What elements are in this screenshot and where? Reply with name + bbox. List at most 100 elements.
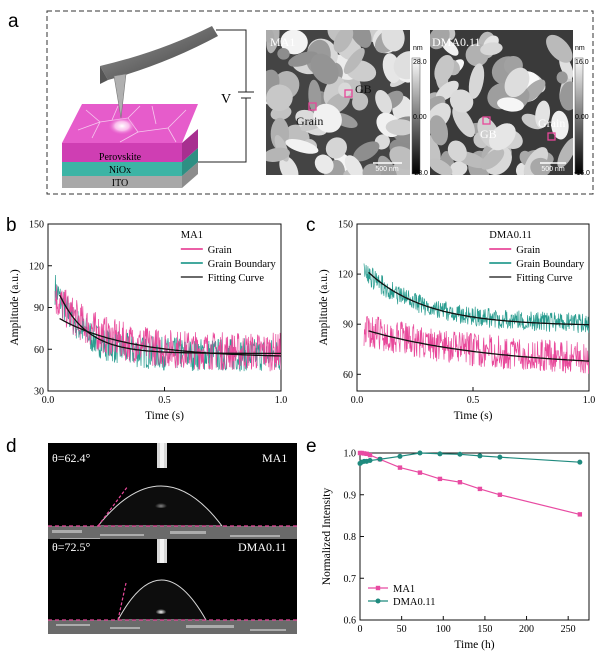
y-tick-label: 60	[34, 345, 44, 356]
y-tick-label: 0.7	[344, 574, 357, 585]
afm-dma-cb-min: -16.0	[574, 170, 590, 177]
afm-grain	[430, 115, 449, 146]
afm-grain	[430, 158, 453, 175]
afm-grain	[348, 30, 372, 48]
afm-ma1-cb-mid: 0.00	[413, 114, 427, 121]
panel-label-c: c	[306, 215, 316, 236]
data-point-ma1	[577, 512, 583, 517]
contact-angle-ma1-value: θ=62.4°	[52, 451, 91, 465]
afm-grain	[310, 53, 339, 85]
afm-dma-grain-marker	[547, 132, 556, 141]
afm-grain	[343, 48, 365, 74]
afm-dma-gb-label: GB	[480, 127, 497, 141]
afm-grain	[449, 161, 468, 175]
afm-grain	[288, 51, 319, 67]
afm-grain	[389, 146, 410, 170]
series-grain	[54, 285, 281, 372]
afm-ma1-colorbar-unit: nm	[413, 45, 423, 52]
afm-dma-grain-label: Grain	[538, 116, 565, 130]
afm-grain	[480, 42, 503, 56]
afm-dma-gb-marker	[482, 116, 491, 125]
legend-label: Grain Boundary	[516, 259, 585, 270]
afm-grain	[314, 154, 334, 174]
afm-dma-cb-mid: 0.00	[575, 114, 589, 121]
afm-grain	[430, 132, 441, 164]
afm-ma1-grain-marker	[308, 102, 317, 111]
panel-b: b 0.0 0.5 1.0 30 60 90 120 150 Time (s) Amplitude…	[6, 215, 287, 422]
afm-grain	[266, 147, 290, 162]
fitting-curve-2	[368, 330, 589, 362]
legend-marker	[375, 598, 381, 604]
y-tick-label: 0.6	[344, 616, 357, 627]
afm-ma1-colorbar	[411, 57, 421, 175]
x-tick-label: 0.0	[42, 395, 55, 406]
legend-label: Fitting Curve	[208, 273, 265, 284]
afm-image-dma: DMA0.11 GB Grain 500 nm nm 16.0 0.00 -16…	[430, 30, 590, 177]
legend-label: Grain	[516, 245, 541, 256]
afm-grain	[504, 67, 530, 98]
afm-grain	[551, 110, 569, 140]
afm-grain	[447, 140, 467, 162]
afm-dma-scale-text: 500 nm	[541, 166, 565, 173]
data-point-ma1	[367, 452, 373, 458]
afm-grain	[352, 92, 369, 111]
afm-image-ma1: MA1 GB Grain 500 nm nm 28.0 0.00 -28.0	[266, 30, 428, 177]
x-tick-label: 0.5	[158, 395, 171, 406]
series-grain-boundary	[363, 263, 589, 333]
afm-grain	[344, 155, 364, 175]
data-point-dma	[577, 459, 583, 465]
panel-d: d θ=62.4° MA1	[6, 436, 297, 634]
afm-grain	[468, 63, 485, 99]
tip-glow	[108, 117, 136, 135]
fitting-curve-2	[59, 318, 281, 357]
y-axis-label: Amplitude (a.u.)	[9, 269, 21, 345]
afm-grain	[280, 30, 308, 55]
afm-grain	[546, 34, 573, 63]
panel-label-e: e	[306, 436, 317, 457]
contact-angle-dma-sample: DMA0.11	[238, 540, 287, 554]
afm-grain	[497, 97, 524, 112]
data-point-dma	[497, 454, 503, 460]
y-tick-label: 0.8	[344, 532, 357, 543]
afm-grain	[277, 47, 290, 60]
contact-angle-dma-value: θ=72.5°	[52, 540, 91, 554]
data-point-dma	[437, 451, 443, 457]
data-point-ma1	[397, 465, 403, 470]
afm-grain	[556, 71, 568, 84]
afm-grain	[266, 84, 293, 112]
panel-e: e 0 50 100 150 200 250 0.6 0.7 0.8 0.9 1.0 Time (h)…	[306, 436, 590, 651]
afm-grain	[393, 51, 410, 80]
panel-label-b: b	[6, 215, 17, 236]
afm-grain	[381, 30, 405, 52]
afm-grain	[333, 30, 354, 53]
voltage-label: V	[221, 92, 231, 107]
x-tick-label: 0.5	[467, 395, 480, 406]
afm-grain	[266, 30, 275, 43]
afm-grain	[449, 89, 474, 113]
bias-circuit	[198, 29, 254, 163]
afm-grain	[385, 119, 410, 136]
data-point-ma1	[417, 470, 423, 475]
x-tick-label: 1.0	[583, 395, 596, 406]
afm-grain	[313, 103, 342, 133]
data-point-dma	[477, 453, 483, 459]
layer-niox-label: NiOx	[109, 165, 131, 176]
afm-dma-colorbar-unit: nm	[575, 45, 585, 52]
afm-grain	[279, 155, 299, 175]
y-tick-label: 30	[34, 387, 44, 398]
x-tick-label: 0	[358, 624, 363, 635]
data-point-dma	[367, 458, 373, 464]
afm-grain	[535, 100, 551, 129]
afm-grain	[434, 54, 455, 84]
series-line-ma1	[360, 452, 580, 515]
panel-label-a: a	[8, 11, 19, 32]
y-tick-label: 150	[29, 220, 44, 231]
afm-grain	[480, 148, 505, 170]
afm-grain	[375, 89, 393, 115]
x-tick-label: 150	[477, 624, 492, 635]
y-tick-label: 90	[343, 320, 353, 331]
afm-grain	[557, 137, 573, 168]
data-point-dma	[377, 456, 383, 462]
afm-grain	[430, 30, 450, 50]
x-tick-label: 250	[561, 624, 576, 635]
